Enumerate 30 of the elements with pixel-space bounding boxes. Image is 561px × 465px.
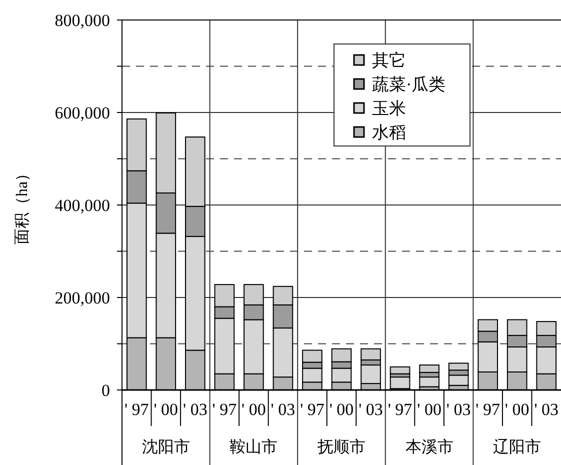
x-tick-label: ' 97 (212, 400, 238, 419)
y-axis-title: 面积（ha） (14, 165, 31, 245)
x-tick-label: ' 03 (446, 400, 471, 419)
x-tick-label: ' 97 (300, 400, 325, 419)
x-tick-label: ' 00 (504, 400, 530, 419)
y-tick-label: 0 (102, 381, 110, 400)
x-tick-label: ' 03 (183, 400, 208, 419)
text: 辽阳市 (493, 438, 542, 456)
y-tick-label: 600,000 (54, 104, 110, 122)
x-tick-label: ' 03 (270, 400, 296, 419)
text: 抚顺市 (316, 438, 366, 456)
x-tick-label: ' 03 (534, 400, 559, 419)
x-tick-label: ' 00 (329, 400, 354, 419)
x-tick-label: ' 97 (476, 400, 500, 419)
x-tick-label: ' 97 (124, 400, 150, 419)
y-tick-label: 400,000 (54, 196, 110, 215)
legend-label: 水稻 (372, 123, 406, 142)
text: 本溪市 (405, 438, 454, 456)
text: 沈阳市 (142, 438, 190, 456)
legend-label: 蔬菜·瓜类 (372, 75, 446, 94)
legend-label: 玉米 (372, 99, 406, 118)
x-tick-label: ' 00 (242, 400, 266, 419)
x-tick-label: ' 00 (154, 400, 178, 419)
x-tick-label: ' 00 (417, 400, 442, 419)
legend-label: 其它 (372, 51, 406, 70)
text: 鞍山市 (230, 438, 278, 456)
y-tick-label: 200,000 (54, 288, 110, 308)
y-tick-label: 800,000 (54, 11, 110, 30)
x-tick-label: ' 97 (388, 400, 413, 419)
x-tick-label: ' 03 (358, 400, 383, 419)
